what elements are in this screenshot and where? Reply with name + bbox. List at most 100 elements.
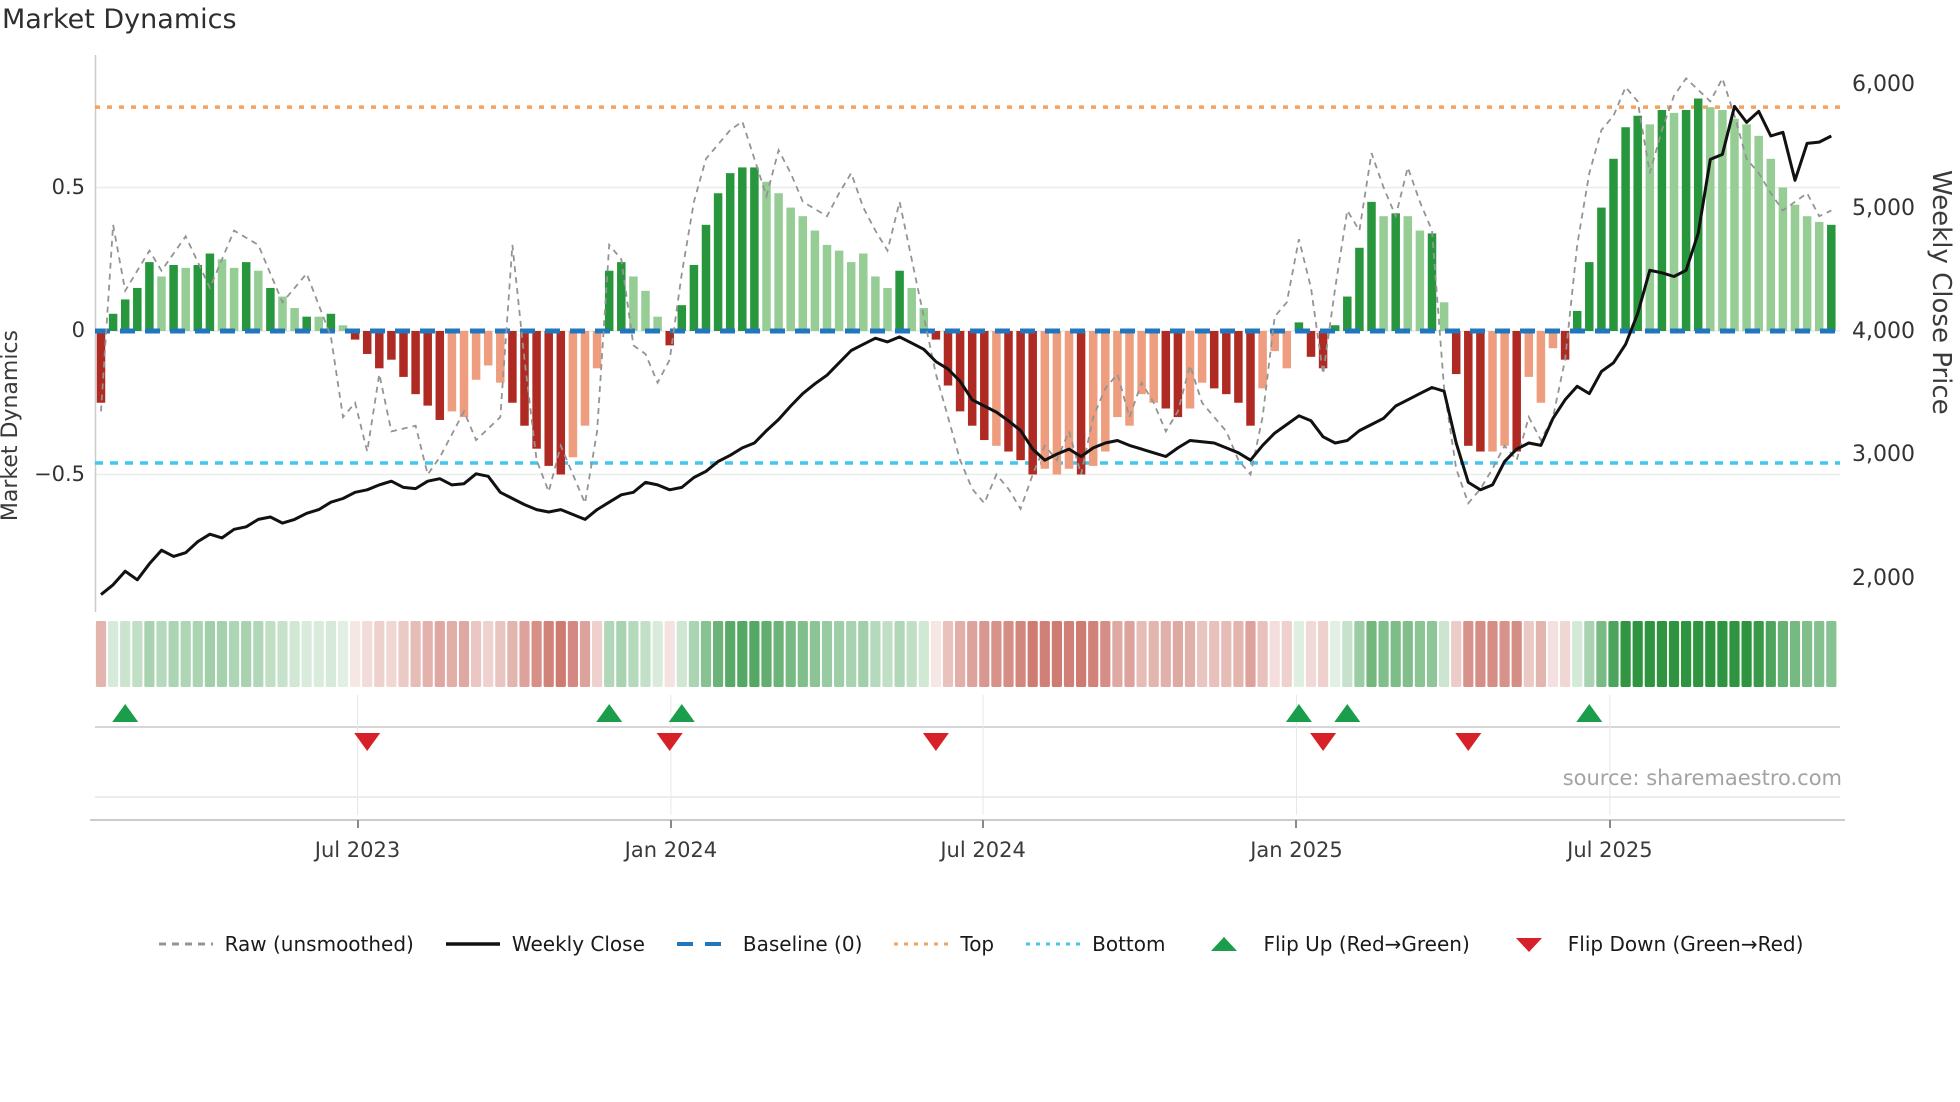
oscillator-bar [145, 262, 154, 331]
heatmap-cell [1088, 621, 1099, 687]
oscillator-bar [1355, 247, 1364, 331]
heatmap-cell [858, 621, 869, 687]
oscillator-bar [362, 331, 372, 354]
heatmap-cell [930, 621, 941, 687]
oscillator-bar [1391, 213, 1400, 331]
oscillator-bar [629, 276, 638, 331]
oscillator-bar [120, 299, 130, 331]
oscillator-bar [677, 305, 687, 331]
legend-item: Raw (unsmoothed) [157, 932, 414, 956]
oscillator-bar [738, 167, 747, 331]
heatmap-cell [1414, 621, 1425, 687]
heatmap-cell [616, 621, 627, 687]
heatmap-cell [168, 621, 179, 687]
legend-label: Raw (unsmoothed) [224, 932, 414, 956]
oscillator-bar [350, 331, 360, 340]
oscillator-bar [568, 331, 578, 458]
oscillator-bar [483, 331, 493, 366]
heatmap-cell [834, 621, 845, 687]
oscillator-bar [1669, 112, 1679, 331]
oscillator-bar [1681, 110, 1691, 331]
heatmap-cell [1668, 621, 1680, 687]
oscillator-bar [1294, 322, 1304, 331]
heatmap-cell [1439, 621, 1450, 687]
right-axis-tick: 5,000 [1852, 195, 1915, 221]
heatmap-cell [604, 621, 615, 687]
heatmap-cell [156, 621, 167, 687]
heatmap-cell [942, 621, 954, 687]
heatmap-cell [1717, 621, 1728, 687]
oscillator-bar [399, 331, 408, 377]
right-axis-tick: 3,000 [1852, 442, 1915, 468]
oscillator-bar [1246, 331, 1255, 426]
oscillator-bar [1718, 110, 1727, 331]
heatmap-cell [725, 621, 736, 687]
x-axis-tick-label: Jan 2025 [1250, 838, 1343, 862]
legend-label: Flip Down (Green→Red) [1567, 932, 1804, 956]
oscillator-bar [181, 267, 190, 331]
heatmap-cell [1039, 621, 1050, 687]
oscillator-bar [1318, 331, 1328, 369]
oscillator-bar [750, 167, 759, 331]
oscillator-bar [883, 287, 892, 331]
heatmap-cell [1293, 621, 1304, 687]
flip-down-icon [354, 733, 381, 751]
heatmap-cell [1257, 621, 1268, 687]
legend-label: Weekly Close [511, 932, 645, 956]
source-credit: source: sharemaestro.com [1562, 766, 1842, 790]
oscillator-bar [1500, 331, 1509, 446]
oscillator-bar [193, 264, 203, 331]
oscillator-bar [133, 287, 142, 331]
heatmap-cell [192, 621, 203, 687]
raw-line [100, 76, 1832, 511]
heatmap-cell [1221, 621, 1232, 687]
heatmap-cell [652, 621, 663, 687]
heatmap-cell [1076, 621, 1087, 687]
x-axis-tickmark [356, 820, 359, 828]
oscillator-bar [1572, 310, 1582, 331]
heatmap-cell [1814, 621, 1825, 687]
legend-line-swatch [894, 942, 949, 946]
heatmap-cell [446, 621, 457, 687]
marker-svg [95, 695, 1840, 815]
oscillator-bar [1137, 331, 1146, 395]
left-axis-tick: 0.5 [51, 174, 85, 199]
heatmap-cell [1608, 621, 1619, 687]
oscillator-bar [326, 313, 336, 331]
flip-up-icon [1285, 704, 1312, 722]
heatmap-cell [1596, 621, 1607, 687]
heatmap-cell [688, 621, 699, 687]
heatmap-cell [325, 621, 336, 687]
heatmap-cell [301, 621, 312, 687]
heatmap-cell [1426, 621, 1438, 687]
oscillator-bar [1258, 331, 1267, 389]
heatmap-cell [95, 621, 107, 687]
heatmap-cell [1160, 621, 1171, 687]
oscillator-bar [1754, 135, 1763, 331]
heatmap-cell [1487, 621, 1498, 687]
legend-label: Top [960, 932, 995, 956]
heatmap-cell [1499, 621, 1510, 687]
oscillator-bar [1052, 331, 1062, 475]
legend-item: Bottom [1024, 932, 1165, 956]
oscillator-bar [919, 308, 929, 331]
oscillator-bar [617, 262, 626, 331]
oscillator-bar [1609, 158, 1618, 331]
oscillator-bar [580, 331, 590, 426]
heatmap-cell [289, 621, 300, 687]
heatmap-cell [1681, 621, 1692, 687]
heatmap-cell [422, 621, 433, 687]
oscillator-bar [1040, 331, 1050, 469]
left-axis-title: Market Dynamics [0, 330, 23, 522]
legend-item: Flip Down (Green→Red) [1500, 932, 1804, 956]
heatmap-cell [1112, 621, 1123, 687]
flip-down-icon [1310, 733, 1337, 751]
oscillator-bar [1706, 107, 1715, 331]
flip-down-icon [656, 733, 683, 751]
legend-label: Baseline (0) [742, 932, 863, 956]
x-axis-tickmark [1295, 820, 1298, 828]
heatmap-cell [1184, 621, 1196, 687]
oscillator-bar [798, 216, 808, 331]
heatmap-cell [906, 621, 917, 687]
heatmap-cell [1644, 621, 1655, 687]
